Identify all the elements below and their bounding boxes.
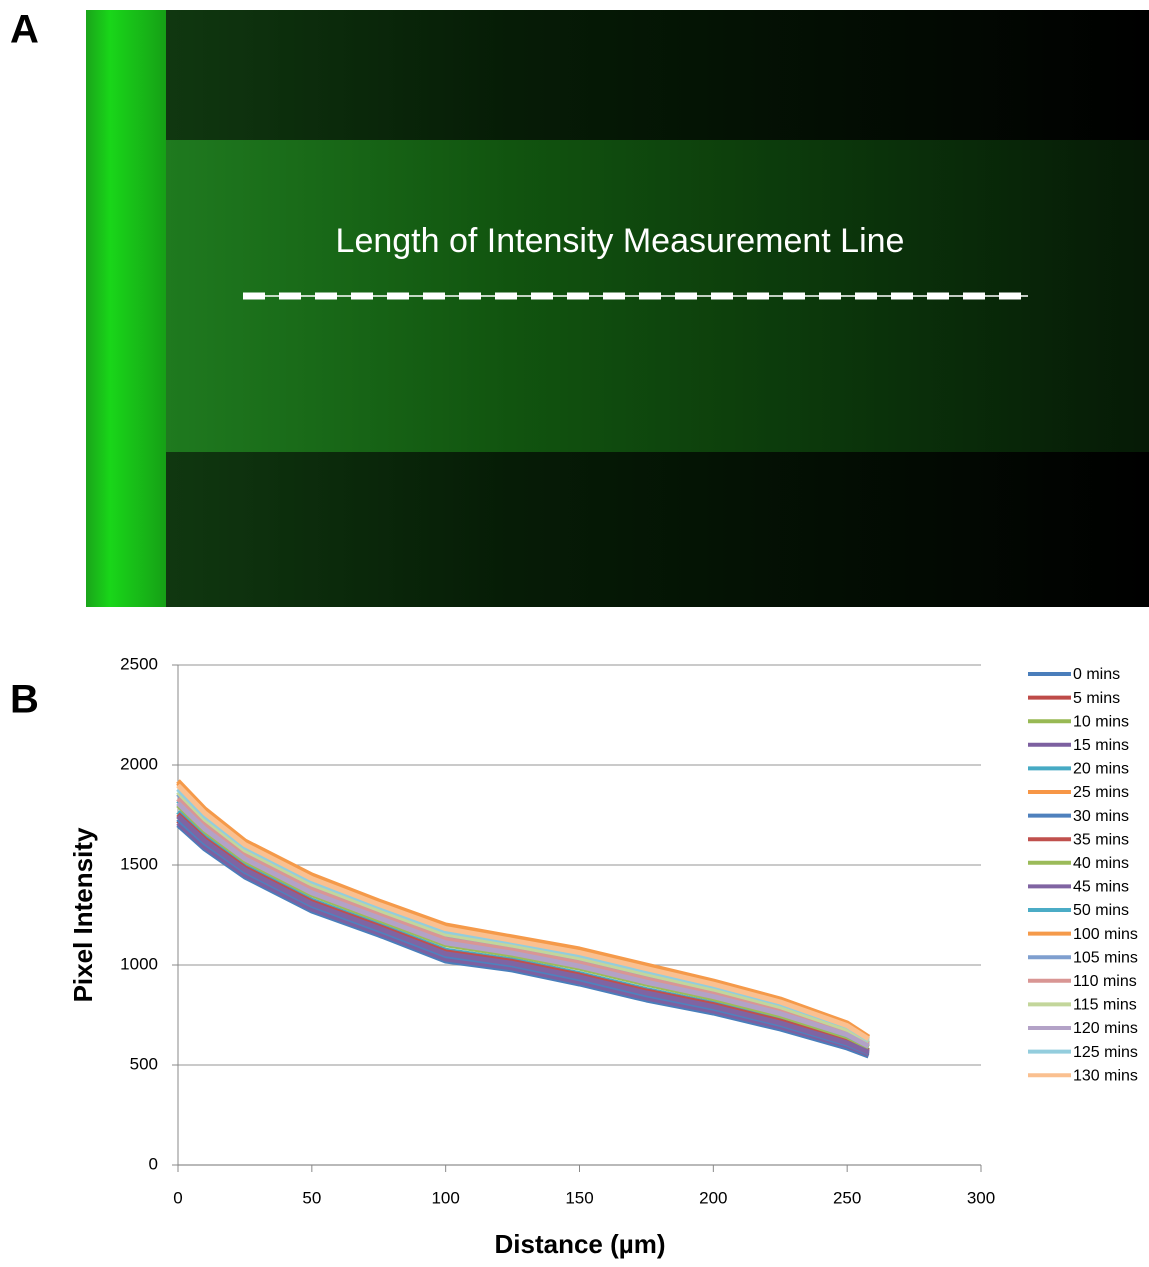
- legend-label: 5 mins: [1073, 690, 1120, 707]
- series-line: [176, 814, 870, 1055]
- x-axis-label: Distance (µm): [494, 1229, 665, 1259]
- legend-label: 45 mins: [1073, 879, 1129, 896]
- legend-label: 15 mins: [1073, 737, 1129, 754]
- legend-label: 115 mins: [1073, 997, 1137, 1014]
- legend-label: 105 mins: [1073, 949, 1138, 966]
- legend-label: 25 mins: [1073, 784, 1129, 801]
- x-tick-label: 0: [173, 1188, 182, 1207]
- x-tick-label: 50: [302, 1188, 321, 1207]
- annotation: Length of Intensity Measurement Line: [336, 222, 905, 260]
- y-tick-label: 0: [149, 1154, 158, 1173]
- series-line: [176, 801, 870, 1049]
- y-tick-label: 2500: [120, 654, 158, 673]
- legend-label: 10 mins: [1073, 713, 1129, 730]
- series-line: [176, 779, 870, 1040]
- panel-label: B: [10, 678, 39, 722]
- x-tick-label: 150: [565, 1188, 593, 1207]
- x-tick-label: 100: [431, 1188, 459, 1207]
- legend-label: 0 mins: [1073, 666, 1120, 683]
- legend-label: 130 mins: [1073, 1067, 1138, 1084]
- legend-label: 100 mins: [1073, 926, 1138, 943]
- y-tick-label: 1000: [120, 954, 158, 973]
- legend-label: 35 mins: [1073, 831, 1129, 848]
- micrograph: [86, 10, 1149, 607]
- panel-label: A: [10, 8, 39, 52]
- series-line: [176, 809, 870, 1053]
- x-tick-label: 200: [699, 1188, 727, 1207]
- series-line: [176, 796, 870, 1047]
- y-tick-label: 2000: [120, 754, 158, 773]
- legend-label: 110 mins: [1073, 973, 1137, 990]
- legend-label: 120 mins: [1073, 1020, 1138, 1037]
- y-tick-label: 1500: [120, 854, 158, 873]
- legend-label: 20 mins: [1073, 761, 1129, 778]
- x-tick-label: 250: [833, 1188, 861, 1207]
- series-line: [176, 812, 870, 1054]
- series-line: [176, 790, 870, 1044]
- series-line: [176, 783, 870, 1042]
- x-tick-label: 300: [967, 1188, 995, 1207]
- y-axis-label: Pixel Intensity: [68, 827, 98, 1002]
- legend-label: 40 mins: [1073, 855, 1129, 872]
- legend-label: 125 mins: [1073, 1044, 1138, 1061]
- y-tick-label: 500: [130, 1054, 158, 1073]
- legend-label: 50 mins: [1073, 902, 1129, 919]
- legend-label: 30 mins: [1073, 808, 1129, 825]
